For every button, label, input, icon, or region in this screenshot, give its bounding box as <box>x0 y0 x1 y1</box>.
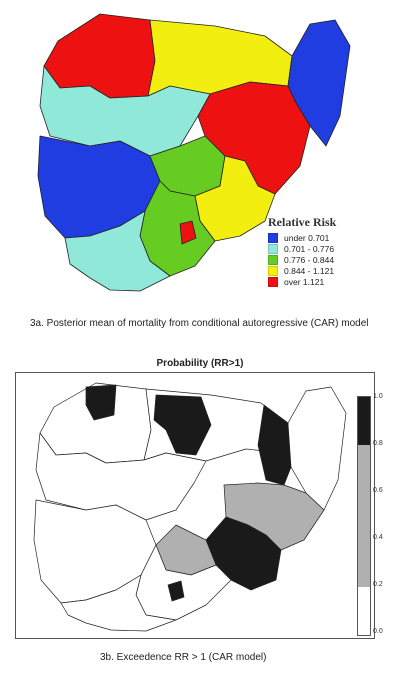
legend-swatch <box>268 243 278 254</box>
colorbar-tick: 0.2 <box>373 581 383 588</box>
region-ne-black <box>257 404 292 486</box>
region-coast-cyan <box>64 210 171 292</box>
region-nc-black <box>153 394 212 456</box>
legend-label: 0.776 - 0.844 <box>284 254 335 265</box>
legend-item: 0.701 - 0.776 <box>268 243 378 254</box>
colorbar-tick: 0.6 <box>373 487 383 494</box>
exceedence-probability-map <box>33 382 347 632</box>
legend-label: under 0.701 <box>284 232 330 243</box>
legend-item: over 1.121 <box>268 276 378 287</box>
colorbar-low <box>358 587 370 635</box>
region-s-red <box>179 220 197 245</box>
legend-relative-risk: Relative Risk under 0.701 0.701 - 0.776 … <box>268 215 378 287</box>
panel-b-title: Probability (RR>1) <box>156 358 244 369</box>
legend-item: 0.776 - 0.844 <box>268 254 378 265</box>
legend-swatch <box>268 265 278 276</box>
legend-label: 0.844 - 1.121 <box>284 265 335 276</box>
legend-label: over 1.121 <box>284 276 325 287</box>
colorbar-tick: 0.0 <box>373 628 383 635</box>
colorbar-tick: 0.8 <box>373 440 383 447</box>
region-w <box>35 432 207 521</box>
region-coast <box>60 574 177 632</box>
colorbar-tick: 0.4 <box>373 534 383 541</box>
region-nw-black <box>85 384 117 421</box>
colorbar-mid <box>358 445 370 587</box>
legend-item: under 0.701 <box>268 232 378 243</box>
panel-b-frame <box>15 372 375 639</box>
region-s-black <box>167 580 185 602</box>
colorbar-tick: 1.0 <box>373 393 383 400</box>
probability-colorbar <box>357 396 371 636</box>
legend-label: 0.701 - 0.776 <box>284 243 335 254</box>
caption-a: 3a. Posterior mean of mortality from con… <box>30 318 369 329</box>
legend-swatch <box>268 232 278 243</box>
colorbar-high <box>358 397 370 445</box>
region-nw-red <box>43 13 156 99</box>
caption-b: 3b. Exceedence RR > 1 (CAR model) <box>100 652 267 663</box>
relative-risk-map <box>37 13 351 292</box>
legend-swatch <box>268 254 278 265</box>
region-w-cyan <box>39 65 211 157</box>
legend-title: Relative Risk <box>268 215 337 229</box>
legend-swatch <box>268 276 278 287</box>
region-se-yellow <box>194 155 276 242</box>
legend-item: 0.844 - 1.121 <box>268 265 378 276</box>
